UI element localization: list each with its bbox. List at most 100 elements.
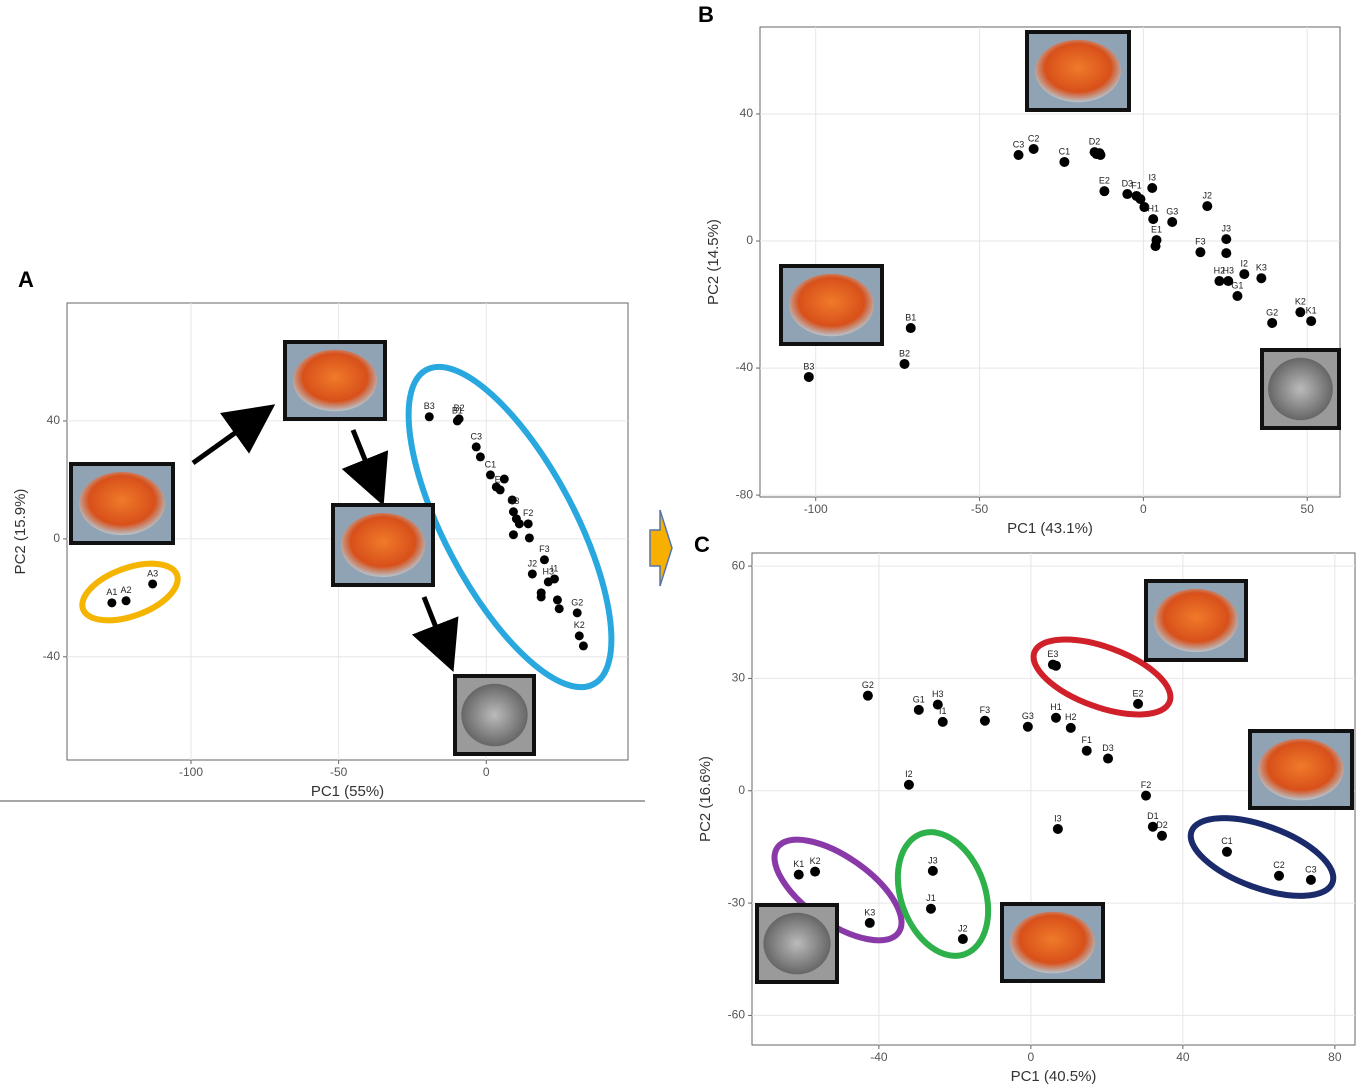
- point: [1202, 201, 1213, 212]
- point-label: J2: [1203, 190, 1213, 200]
- point-label: H2: [1214, 265, 1226, 275]
- point: [864, 917, 875, 928]
- point-label: I1: [939, 706, 947, 716]
- point-label: G3: [1022, 711, 1034, 721]
- photo-subject: [341, 513, 425, 577]
- x-tick-label: -100: [179, 765, 203, 779]
- point: [578, 641, 588, 651]
- point: [572, 608, 582, 618]
- point-label: C2: [1028, 133, 1040, 143]
- point-label: K2: [574, 620, 585, 630]
- point: [1147, 821, 1158, 832]
- photo-inset: [453, 674, 536, 756]
- point: [903, 779, 914, 790]
- point: [862, 690, 873, 701]
- point-label: C1: [1059, 146, 1071, 156]
- point-label: D1: [1147, 811, 1159, 821]
- point: [1295, 307, 1306, 318]
- point-label: C1: [485, 459, 497, 469]
- point: [803, 371, 814, 382]
- point: [475, 452, 485, 462]
- photo-inset: [283, 340, 387, 421]
- decorations: [79, 363, 1337, 959]
- point: [1099, 186, 1110, 197]
- point-label: E3: [1047, 649, 1058, 659]
- y-tick-label: 30: [732, 671, 746, 685]
- x-axis-label: PC1 (40.5%): [1011, 1068, 1097, 1085]
- point-label: C2: [1273, 860, 1285, 870]
- point: [1305, 874, 1316, 885]
- point-label: G2: [571, 597, 583, 607]
- x-tick-label: 0: [483, 765, 490, 779]
- point: [1081, 745, 1092, 756]
- y-axis-label: PC2 (15.9%): [12, 489, 29, 575]
- point-label: F2: [1141, 780, 1152, 790]
- point: [574, 631, 584, 641]
- x-axis-label: PC1 (55%): [311, 783, 384, 800]
- point: [937, 716, 948, 727]
- y-tick-label: -60: [728, 1008, 746, 1022]
- y-tick-label: 40: [740, 106, 754, 120]
- point: [1135, 194, 1146, 205]
- panel-letter: B: [698, 2, 714, 27]
- point-label: D3: [1102, 743, 1114, 753]
- point-label: C1: [1221, 836, 1233, 846]
- point-label: J3: [928, 855, 938, 865]
- point: [508, 530, 518, 540]
- point-label: H3: [932, 689, 944, 699]
- y-tick-label: 0: [746, 233, 753, 247]
- point: [899, 358, 910, 369]
- photo-inset: [755, 903, 839, 984]
- point: [552, 595, 562, 605]
- point-label: H2: [1065, 712, 1077, 722]
- point: [452, 416, 462, 426]
- point-label: A1: [106, 587, 117, 597]
- point-label: F2: [523, 508, 534, 518]
- y-tick-label: -30: [728, 895, 746, 909]
- point: [536, 592, 546, 602]
- point: [1065, 722, 1076, 733]
- point: [1028, 143, 1039, 154]
- y-tick-label: -40: [43, 649, 61, 663]
- point: [1221, 234, 1232, 245]
- x-axis-label: PC1 (43.1%): [1007, 520, 1093, 537]
- photo-subject: [1154, 588, 1238, 653]
- point-label: H1: [1147, 204, 1159, 214]
- point-label: I3: [1148, 172, 1156, 182]
- photo-subject: [293, 349, 377, 412]
- point-label: K1: [793, 859, 804, 869]
- point: [1059, 156, 1070, 167]
- point-label: H1: [1050, 702, 1062, 712]
- y-tick-label: 60: [732, 558, 746, 572]
- point: [913, 704, 924, 715]
- point: [1239, 269, 1250, 280]
- point-label: J1: [926, 893, 936, 903]
- photo-inset: [1000, 902, 1105, 983]
- photo-subject: [461, 683, 528, 747]
- point-label: A3: [147, 568, 158, 578]
- point: [1052, 823, 1063, 834]
- point: [1214, 276, 1225, 287]
- point-label: B1: [452, 405, 463, 415]
- photo-subject: [1258, 738, 1344, 801]
- point-label: I1: [551, 563, 559, 573]
- point: [554, 604, 564, 614]
- point-label: K2: [1295, 297, 1306, 307]
- y-axis-label: PC2 (14.5%): [705, 219, 722, 305]
- point-label: K3: [864, 907, 875, 917]
- panel-letter: C: [694, 532, 710, 557]
- x-tick-label: 0: [1140, 502, 1147, 516]
- photo-inset: [1144, 579, 1248, 662]
- y-axis-label: PC2 (16.6%): [697, 756, 714, 842]
- point-label: G3: [507, 496, 519, 506]
- point: [927, 865, 938, 876]
- point-label: I2: [1241, 258, 1249, 268]
- point: [925, 903, 936, 914]
- point-label: F3: [539, 544, 550, 554]
- photo-subject: [789, 273, 874, 337]
- point: [1221, 846, 1232, 857]
- x-tick-label: 40: [1176, 1050, 1190, 1064]
- point-label: J3: [1222, 224, 1232, 234]
- point: [1141, 790, 1152, 801]
- point: [524, 533, 534, 543]
